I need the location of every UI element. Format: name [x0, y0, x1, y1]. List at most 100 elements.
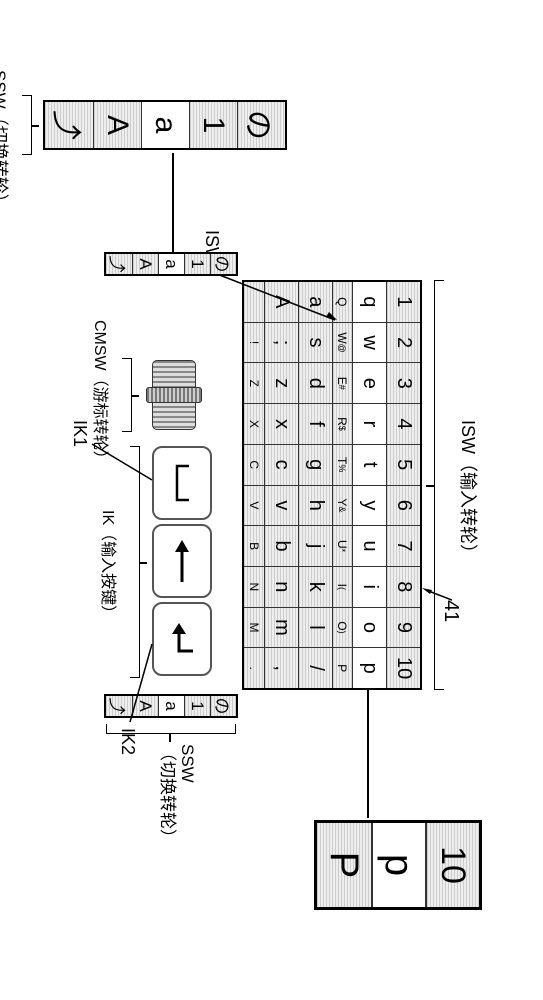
- input-buttons: [152, 446, 212, 676]
- isw-key[interactable]: u: [353, 526, 386, 567]
- isw-key[interactable]: 3: [387, 363, 420, 404]
- isw-key[interactable]: b: [265, 526, 298, 567]
- ssw-big-cell: の: [237, 102, 285, 148]
- isw1-arrow: [212, 272, 337, 332]
- isw-key[interactable]: C: [244, 445, 264, 486]
- isw-key[interactable]: f: [299, 404, 332, 445]
- ssw-cell: 1: [184, 254, 210, 274]
- isw-key[interactable]: t: [353, 445, 386, 486]
- ssw-cell: ⤴: [106, 254, 132, 274]
- isw-key[interactable]: o: [353, 608, 386, 649]
- isw-key[interactable]: h: [299, 486, 332, 527]
- isw-key[interactable]: M: [244, 608, 264, 649]
- ik-label: IK（输入按键）: [98, 510, 122, 621]
- back-arrow-icon: [172, 538, 192, 584]
- isw-key[interactable]: Y&: [333, 486, 352, 527]
- ssw-connector-left: [172, 153, 174, 253]
- cmsw-wheel[interactable]: [146, 360, 202, 430]
- detail-column: 10 p P: [314, 820, 482, 910]
- isw-key[interactable]: P: [333, 648, 352, 688]
- detail-cell: 10: [425, 823, 479, 907]
- isw-key[interactable]: p: [353, 648, 386, 688]
- ssw-cell: A: [132, 254, 158, 274]
- ik1-label: IK1: [69, 420, 90, 447]
- isw-key[interactable]: q: [353, 282, 386, 323]
- isw-key[interactable]: 4: [387, 404, 420, 445]
- detail-cell: p: [371, 823, 425, 907]
- isw-key[interactable]: z: [265, 363, 298, 404]
- ssw-strip-left: の 1 a A ⤴: [104, 252, 238, 276]
- isw-key[interactable]: 1: [387, 282, 420, 323]
- isw-key[interactable]: V: [244, 486, 264, 527]
- isw-row-4: A;zxcvbnm,: [264, 282, 298, 688]
- cmsw-bracket: [122, 358, 132, 432]
- isw-key[interactable]: i: [353, 567, 386, 608]
- isw-key[interactable]: y: [353, 486, 386, 527]
- detail-connector: [367, 690, 369, 818]
- isw-key[interactable]: k: [299, 567, 332, 608]
- isw-key[interactable]: 6: [387, 486, 420, 527]
- isw-key[interactable]: ,: [265, 648, 298, 688]
- ssw-cell: 1: [184, 696, 210, 716]
- isw-key[interactable]: n: [265, 567, 298, 608]
- isw-key[interactable]: j: [299, 526, 332, 567]
- isw-key[interactable]: 5: [387, 445, 420, 486]
- isw-row-2: QW@E#R$T%Y&U*I(O)P: [332, 282, 352, 688]
- isw-key[interactable]: U*: [333, 526, 352, 567]
- space-icon: [172, 463, 192, 503]
- enter-icon: [167, 619, 197, 659]
- space-button[interactable]: [152, 446, 212, 520]
- isw-keyboard: 12345678910 qwertyuiop QW@E#R$T%Y&U*I(O)…: [242, 280, 422, 690]
- isw-key[interactable]: r: [353, 404, 386, 445]
- ssw-cell: a: [158, 696, 184, 716]
- isw-key[interactable]: N: [244, 567, 264, 608]
- diagram-container: ISW（输入转轮） 41 12345678910 qwertyuiop QW@E…: [22, 40, 522, 960]
- enter-button[interactable]: [152, 602, 212, 676]
- isw-row-1: qwertyuiop: [352, 282, 386, 688]
- isw-key[interactable]: R$: [333, 404, 352, 445]
- ssw-label-text: SSW（切换转轮）: [0, 70, 9, 211]
- isw-key[interactable]: 2: [387, 323, 420, 364]
- isw-row-3: asdfghjkl/: [298, 282, 332, 688]
- ssw-big-left: の 1 a A ⤴: [43, 100, 287, 150]
- isw-key[interactable]: m: [265, 608, 298, 649]
- ref-arrow: [422, 588, 452, 608]
- isw-key[interactable]: v: [265, 486, 298, 527]
- cmsw-knob[interactable]: [146, 387, 202, 403]
- isw-key[interactable]: X: [244, 404, 264, 445]
- isw-key[interactable]: .: [244, 648, 264, 688]
- isw-row-0: 12345678910: [386, 282, 420, 688]
- isw-key[interactable]: 10: [387, 648, 420, 688]
- isw-key[interactable]: l: [299, 608, 332, 649]
- isw-key[interactable]: O): [333, 608, 352, 649]
- ssw-label-right: SSW（切换转轮）: [156, 744, 197, 784]
- ssw-cell: の: [210, 696, 236, 716]
- isw-key[interactable]: c: [265, 445, 298, 486]
- isw-label: ISW（输入转轮）: [456, 420, 482, 562]
- isw-key[interactable]: I(: [333, 567, 352, 608]
- ssw-cell: a: [158, 254, 184, 274]
- ik2-label: IK2: [117, 728, 138, 755]
- ssw-cell: の: [210, 254, 236, 274]
- isw-key[interactable]: w: [353, 323, 386, 364]
- isw-key[interactable]: e: [353, 363, 386, 404]
- isw-key[interactable]: E#: [333, 363, 352, 404]
- isw-key[interactable]: 9: [387, 608, 420, 649]
- isw-key[interactable]: d: [299, 363, 332, 404]
- back-button[interactable]: [152, 524, 212, 598]
- isw-key[interactable]: T%: [333, 445, 352, 486]
- ik1-arrow: [84, 440, 154, 500]
- ssw-big-cell: 1: [189, 102, 237, 148]
- isw-key[interactable]: 7: [387, 526, 420, 567]
- ssw-big-cell: A: [93, 102, 141, 148]
- ik2-arrow: [114, 640, 154, 730]
- isw-key[interactable]: Z: [244, 363, 264, 404]
- isw-key[interactable]: 8: [387, 567, 420, 608]
- isw-row-5: !ZXCVBNM.: [244, 282, 264, 688]
- isw-key[interactable]: x: [265, 404, 298, 445]
- isw-key[interactable]: g: [299, 445, 332, 486]
- isw-key[interactable]: /: [299, 648, 332, 688]
- ssw-big-cell: a: [141, 102, 189, 148]
- ssw-big-cell: ⤴: [45, 102, 93, 148]
- isw-key[interactable]: B: [244, 526, 264, 567]
